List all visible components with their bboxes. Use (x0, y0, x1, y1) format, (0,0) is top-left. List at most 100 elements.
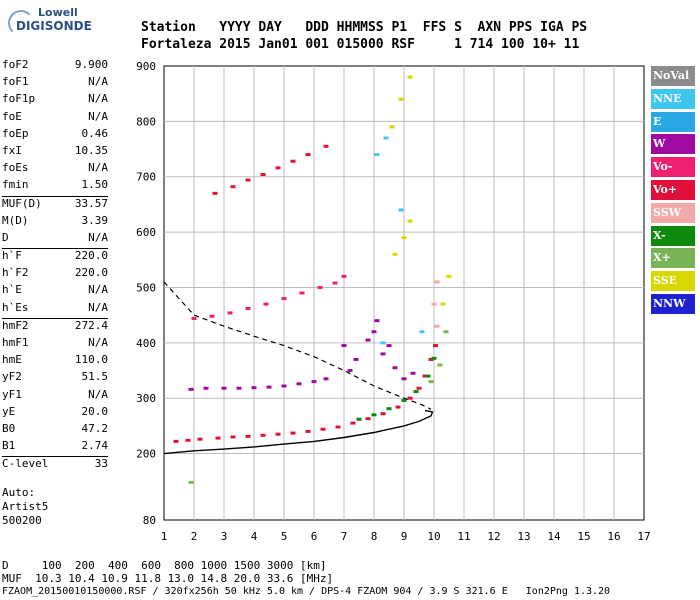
y-tick-label: 500 (136, 281, 156, 294)
x-tick-label: 12 (487, 530, 500, 543)
echo-point (401, 377, 407, 381)
echo-point (389, 125, 395, 129)
echo-point (433, 344, 438, 348)
echo-point (401, 398, 407, 402)
echo-point (290, 159, 296, 163)
legend-item-vo: Vo+ (651, 179, 695, 200)
legend-item-e: E (651, 111, 695, 132)
echo-point (410, 371, 416, 375)
param-name: h`F (2, 249, 22, 263)
param-name: foF2 (2, 58, 29, 71)
echo-point (290, 431, 296, 435)
logo-arc-icon (8, 10, 34, 36)
param-name: B1 (2, 439, 16, 453)
param-row-21: B0 47.2 (2, 422, 108, 439)
distance-row: D 100 200 400 600 800 1000 1500 3000 [km… (2, 559, 327, 572)
param-value: 220.0 (74, 266, 108, 280)
y-tick-label: 700 (136, 171, 156, 184)
param-value: N/A (88, 336, 108, 349)
param-name: M(D) (2, 213, 29, 227)
param-value: 47.2 (81, 421, 109, 435)
x-tick-label: 11 (457, 530, 470, 543)
parameter-panel: foF2 9.900 foF1 N/A foF1p N/A foE N/A foEp 0.46 fx… (2, 58, 108, 475)
param-value: 20.0 (81, 404, 109, 418)
echo-point (191, 316, 197, 320)
y-tick-label: 800 (136, 115, 156, 128)
header-labels: Station YYYY DAY DDD HHMMSS P1 FFS S AXN… (141, 20, 588, 35)
echo-point (260, 173, 266, 177)
param-value: 1.50 (81, 178, 109, 192)
echo-point (356, 417, 362, 421)
echo-point (335, 425, 341, 429)
echo-point (275, 166, 281, 170)
echo-point (215, 436, 221, 440)
muf-row: MUF 10.3 10.4 10.9 11.8 13.0 14.8 20.0 3… (2, 572, 334, 585)
x-tick-label: 6 (311, 530, 318, 543)
logo-line1: Lowell (38, 6, 78, 19)
x-tick-label: 14 (547, 530, 561, 543)
x-tick-label: 10 (427, 530, 440, 543)
echo-point (383, 136, 389, 140)
y-tick-label: 900 (136, 60, 156, 73)
param-value: 33.57 (74, 196, 108, 210)
param-name: MUF(D) (2, 196, 42, 210)
file-info-row: FZAOM_20150010150000.RSF / 320fx256h 50 … (2, 586, 611, 597)
echo-point (311, 380, 317, 384)
param-row-5: fxI 10.35 (2, 144, 108, 161)
echo-point (386, 407, 392, 411)
param-name: hmF1 (2, 336, 29, 349)
x-tick-label: 7 (341, 530, 348, 543)
echo-point (296, 382, 302, 386)
echo-point (401, 236, 407, 240)
echo-point (323, 377, 329, 381)
x-tick-label: 5 (281, 530, 288, 543)
param-name: h`E (2, 283, 22, 297)
echo-point (275, 432, 281, 436)
echo-point (392, 252, 398, 256)
dashed-profile-line (163, 281, 432, 410)
digisonde-logo: Lowell DIGISONDE (6, 6, 92, 42)
echo-point (392, 366, 398, 370)
param-row-13: h`E N/A (2, 283, 108, 300)
legend-item-sse: SSE (651, 271, 695, 292)
echo-point (236, 386, 242, 390)
param-value: N/A (88, 75, 108, 89)
echo-point (371, 413, 377, 417)
echo-point (443, 330, 449, 334)
echo-point (197, 437, 203, 441)
y-tick-label: 300 (136, 392, 156, 405)
param-row-14: h`Es N/A (2, 301, 108, 318)
legend-item-w: W (651, 134, 695, 155)
echo-point (380, 352, 386, 356)
param-value: 272.4 (74, 318, 108, 332)
legend-item-x: X+ (651, 248, 695, 269)
param-value: N/A (88, 300, 108, 314)
y-tick-label: 200 (136, 448, 156, 461)
x-tick-label: 4 (251, 530, 258, 543)
header-values: Fortaleza 2015 Jan01 001 015000 RSF 1 71… (141, 37, 580, 52)
echo-point (365, 338, 371, 342)
param-row-20: yE 20.0 (2, 405, 108, 422)
autoscaler-version: 500200 (2, 514, 42, 527)
echo-point (431, 356, 437, 360)
param-row-17: hmE 110.0 (2, 353, 108, 370)
echo-point (227, 311, 233, 315)
param-value: 0.46 (81, 126, 109, 140)
x-tick-label: 16 (607, 530, 620, 543)
echo-point (245, 434, 251, 438)
param-value: 220.0 (74, 249, 108, 263)
echo-point (221, 386, 227, 390)
param-value: N/A (88, 92, 108, 106)
param-name: foE (2, 109, 22, 123)
param-row-9: M(D) 3.39 (2, 214, 108, 231)
param-value: N/A (88, 283, 108, 297)
echo-point (440, 302, 446, 306)
param-row-18: yF2 51.5 (2, 370, 108, 387)
param-name: hmF2 (2, 318, 29, 332)
param-row-1: foF1 N/A (2, 75, 108, 92)
param-name: D (2, 230, 9, 244)
param-value: 33 (94, 457, 108, 471)
solid-profile-line (163, 409, 434, 455)
echo-point (230, 435, 236, 439)
param-name: yF1 (2, 387, 22, 401)
